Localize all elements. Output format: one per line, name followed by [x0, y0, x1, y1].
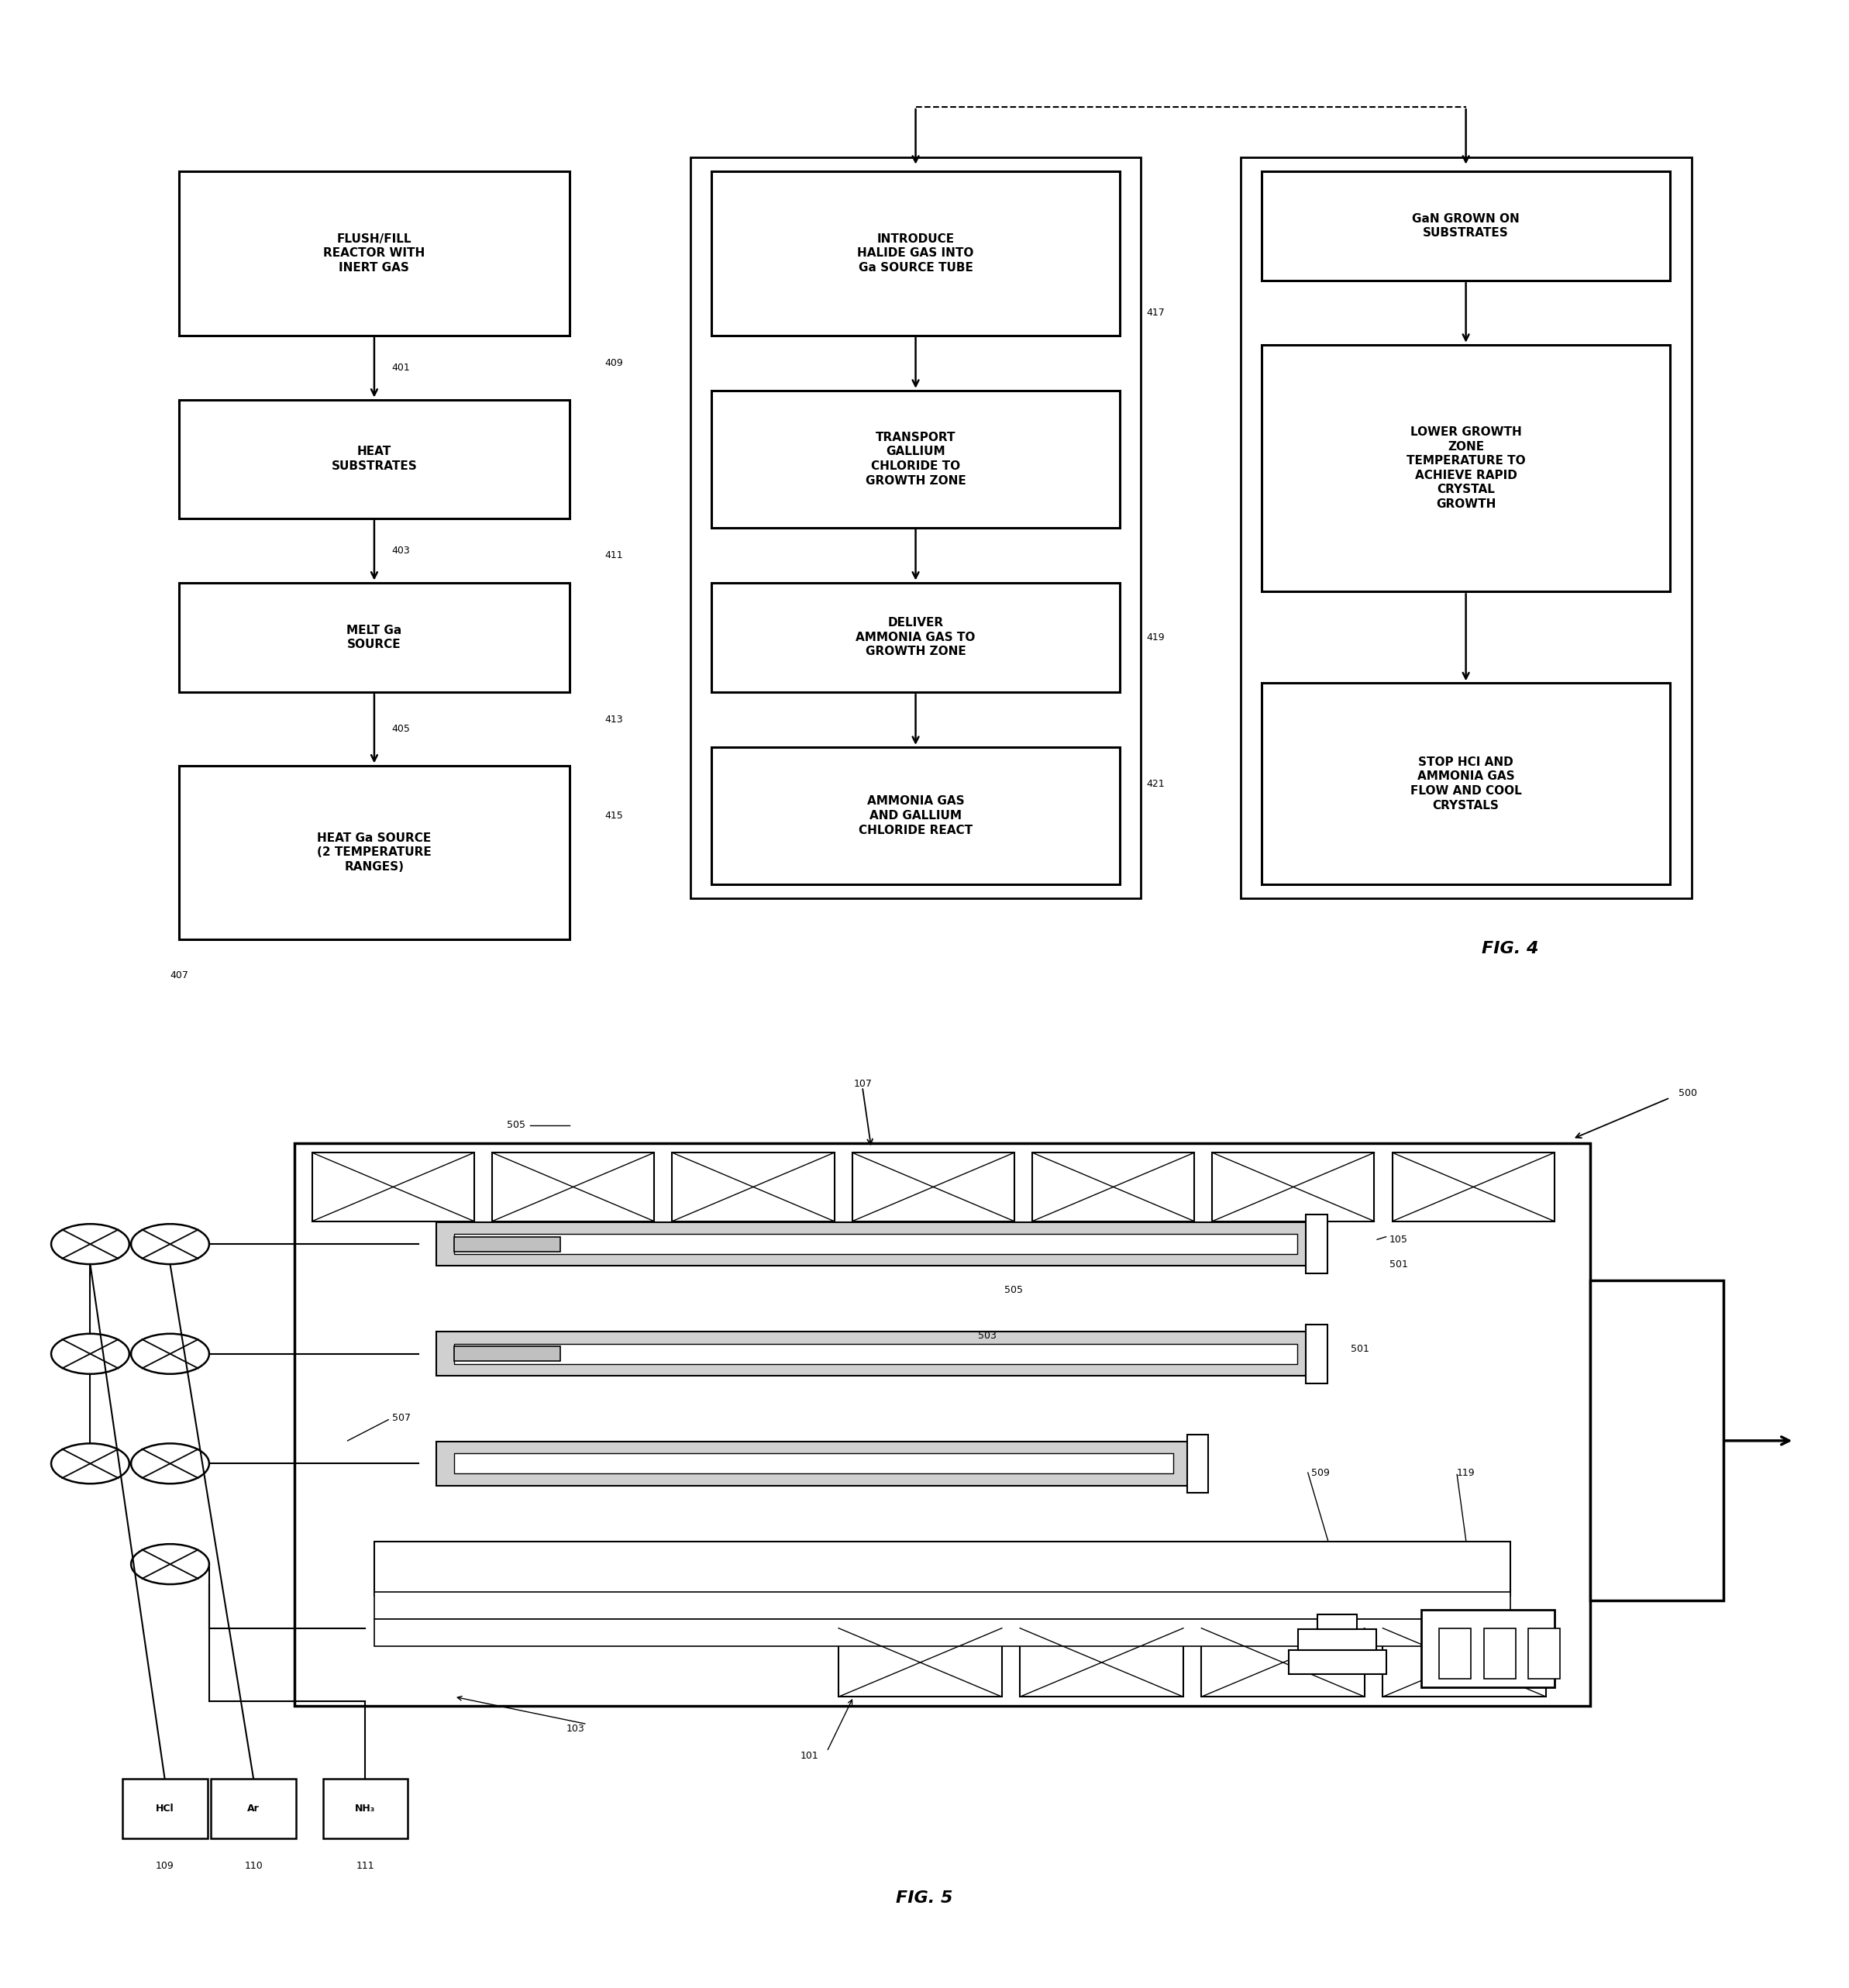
Bar [179, 400, 569, 519]
Bar [122, 1779, 207, 1839]
Text: 501: 501 [1390, 1258, 1409, 1268]
Bar [1383, 1628, 1546, 1696]
Bar [455, 1235, 1298, 1254]
Bar [373, 1541, 1511, 1596]
Bar [492, 1153, 655, 1221]
Text: 401: 401 [392, 362, 410, 372]
Text: 505: 505 [507, 1119, 525, 1131]
Bar [1483, 1628, 1516, 1678]
Text: 505: 505 [1004, 1284, 1022, 1294]
Text: 107: 107 [854, 1079, 873, 1089]
Bar [839, 1628, 1002, 1696]
Text: 407: 407 [170, 970, 189, 980]
Text: 409: 409 [605, 358, 623, 368]
Text: FIG. 4: FIG. 4 [1481, 940, 1538, 956]
Bar [1305, 1215, 1328, 1274]
Text: 417: 417 [1146, 308, 1165, 318]
Bar [312, 1153, 473, 1221]
Bar [1318, 1614, 1357, 1630]
Bar [373, 1618, 1511, 1646]
Text: 507: 507 [392, 1413, 410, 1423]
Bar [373, 1592, 1511, 1618]
Bar [712, 171, 1120, 336]
Text: 415: 415 [605, 811, 623, 821]
Bar [673, 1153, 834, 1221]
Bar [1439, 1628, 1472, 1678]
Text: 109: 109 [155, 1861, 174, 1871]
Text: 101: 101 [801, 1751, 819, 1761]
Bar [1527, 1628, 1561, 1678]
Bar [1305, 1324, 1328, 1384]
Bar [455, 1237, 560, 1250]
Bar [179, 765, 569, 938]
Text: 509: 509 [1311, 1467, 1329, 1477]
Text: HEAT
SUBSTRATES: HEAT SUBSTRATES [331, 445, 418, 471]
Text: STOP HCI AND
AMMONIA GAS
FLOW AND COOL
CRYSTALS: STOP HCI AND AMMONIA GAS FLOW AND COOL C… [1411, 755, 1522, 811]
Text: 419: 419 [1146, 632, 1165, 642]
Text: HEAT Ga SOURCE
(2 TEMPERATURE
RANGES): HEAT Ga SOURCE (2 TEMPERATURE RANGES) [316, 833, 431, 873]
Text: 501: 501 [1350, 1344, 1368, 1354]
Bar [436, 1441, 1191, 1485]
Bar [455, 1344, 1298, 1364]
Bar [179, 582, 569, 692]
Text: NH₃: NH₃ [355, 1803, 375, 1813]
Text: INTRODUCE
HALIDE GAS INTO
Ga SOURCE TUBE: INTRODUCE HALIDE GAS INTO Ga SOURCE TUBE [858, 233, 974, 274]
Text: 413: 413 [605, 714, 623, 726]
Bar [1202, 1628, 1365, 1696]
Bar [211, 1779, 296, 1839]
Text: 405: 405 [392, 724, 410, 734]
Text: 111: 111 [357, 1861, 375, 1871]
Bar [712, 747, 1120, 885]
Bar [1298, 1630, 1376, 1650]
Bar [1261, 171, 1670, 280]
Text: DELIVER
AMMONIA GAS TO
GROWTH ZONE: DELIVER AMMONIA GAS TO GROWTH ZONE [856, 616, 976, 658]
Bar [1021, 1628, 1183, 1696]
Text: Ar: Ar [248, 1803, 259, 1813]
Bar [1261, 684, 1670, 885]
Bar [1590, 1280, 1723, 1600]
Text: 105: 105 [1390, 1235, 1409, 1244]
Bar [1241, 157, 1692, 899]
Text: AMMONIA GAS
AND GALLIUM
CHLORIDE REACT: AMMONIA GAS AND GALLIUM CHLORIDE REACT [858, 795, 973, 835]
Text: GaN GROWN ON
SUBSTRATES: GaN GROWN ON SUBSTRATES [1413, 213, 1520, 239]
Bar [1289, 1650, 1387, 1674]
Bar [455, 1453, 1172, 1473]
Text: FLUSH/FILL
REACTOR WITH
INERT GAS: FLUSH/FILL REACTOR WITH INERT GAS [324, 233, 425, 274]
Bar [1213, 1153, 1374, 1221]
Text: HCl: HCl [155, 1803, 174, 1813]
Bar [712, 390, 1120, 527]
Bar [852, 1153, 1015, 1221]
Bar [712, 582, 1120, 692]
Bar [690, 157, 1141, 899]
Text: LOWER GROWTH
ZONE
TEMPERATURE TO
ACHIEVE RAPID
CRYSTAL
GROWTH: LOWER GROWTH ZONE TEMPERATURE TO ACHIEVE… [1407, 425, 1525, 511]
Bar [1392, 1153, 1555, 1221]
Text: 403: 403 [392, 545, 410, 555]
Bar [179, 171, 569, 336]
Text: FIG. 5: FIG. 5 [897, 1891, 952, 1906]
Text: 119: 119 [1457, 1467, 1476, 1477]
Text: MELT Ga
SOURCE: MELT Ga SOURCE [346, 624, 401, 650]
Bar [436, 1332, 1315, 1376]
Bar [324, 1779, 409, 1839]
Text: 421: 421 [1146, 779, 1165, 789]
Bar [1261, 344, 1670, 592]
Bar [1187, 1433, 1209, 1493]
Text: TRANSPORT
GALLIUM
CHLORIDE TO
GROWTH ZONE: TRANSPORT GALLIUM CHLORIDE TO GROWTH ZON… [865, 431, 965, 487]
Text: 500: 500 [1679, 1087, 1697, 1097]
Bar [1422, 1610, 1555, 1688]
Bar [436, 1223, 1315, 1266]
Bar [455, 1346, 560, 1362]
Text: 411: 411 [605, 551, 623, 561]
Text: 503: 503 [978, 1330, 997, 1340]
Bar [294, 1143, 1590, 1706]
Bar [1032, 1153, 1194, 1221]
Text: 103: 103 [566, 1724, 584, 1734]
Text: 110: 110 [244, 1861, 263, 1871]
